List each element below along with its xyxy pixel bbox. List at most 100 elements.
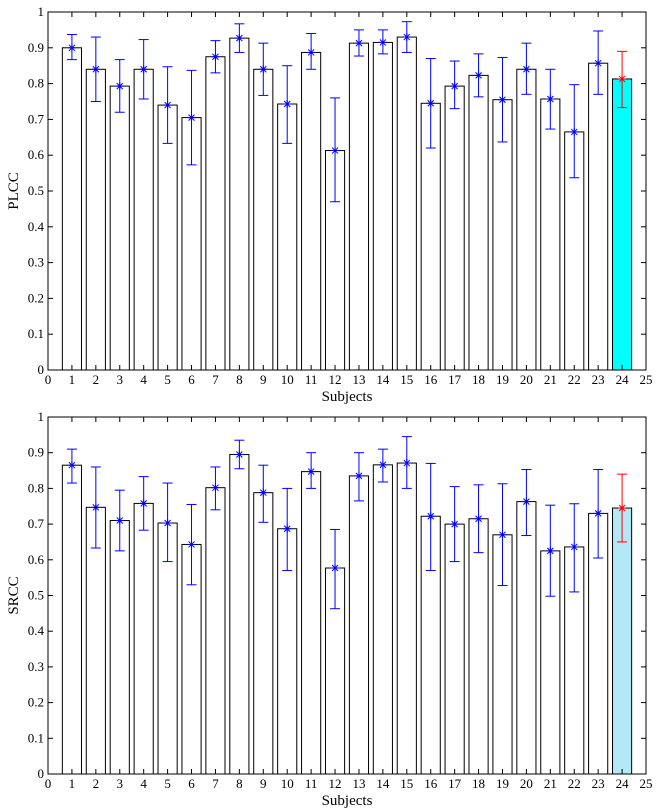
mean-marker	[235, 450, 244, 459]
x-tick-label: 12	[329, 372, 342, 387]
x-tick-label: 6	[188, 776, 195, 791]
mean-marker	[546, 94, 555, 103]
x-tick-label: 1	[69, 372, 76, 387]
y-tick-label: 0	[38, 766, 45, 781]
mean-marker	[378, 38, 387, 47]
x-tick-label: 17	[448, 372, 462, 387]
mean-marker	[618, 74, 627, 83]
y-tick-label: 0.8	[28, 76, 44, 91]
mean-marker	[378, 460, 387, 469]
mean-marker	[91, 65, 100, 74]
bar	[396, 462, 417, 775]
mean-marker	[354, 39, 363, 48]
x-tick-label: 23	[592, 372, 605, 387]
x-tick-label: 16	[424, 372, 438, 387]
bar	[468, 74, 489, 371]
mean-marker	[91, 503, 100, 512]
x-tick-label: 1	[69, 776, 76, 791]
mean-marker	[570, 127, 579, 136]
y-tick-label: 0.4	[28, 623, 45, 638]
x-tick-label: 13	[352, 372, 365, 387]
bar	[229, 453, 250, 775]
mean-marker	[187, 113, 196, 122]
bar	[253, 492, 274, 775]
mean-marker	[331, 564, 340, 573]
x-tick-label: 24	[616, 372, 630, 387]
mean-marker	[67, 461, 76, 470]
mean-marker	[139, 65, 148, 74]
mean-marker	[163, 519, 172, 528]
mean-marker	[450, 520, 459, 529]
bar	[348, 42, 370, 371]
x-tick-label: 5	[164, 372, 171, 387]
mean-marker	[498, 95, 507, 104]
x-tick-label: 25	[640, 776, 653, 791]
y-tick-label: 0.7	[28, 111, 45, 126]
mean-marker	[498, 530, 507, 539]
bar	[612, 507, 633, 775]
mean-marker	[594, 59, 603, 68]
x-tick-label: 18	[472, 776, 485, 791]
x-tick-label: 19	[496, 372, 509, 387]
y-tick-label: 0.8	[28, 480, 44, 495]
x-tick-label: 4	[140, 372, 147, 387]
x-tick-label: 20	[520, 776, 533, 791]
y-tick-label: 0.4	[28, 219, 45, 234]
bar	[109, 520, 130, 775]
bar	[516, 501, 537, 775]
mean-marker	[426, 512, 435, 521]
x-tick-label: 16	[424, 776, 438, 791]
mean-marker	[283, 524, 292, 533]
x-axis-label: Subjects	[322, 793, 373, 809]
mean-marker	[594, 509, 603, 518]
y-tick-label: 0.2	[28, 290, 44, 305]
mean-marker	[139, 499, 148, 508]
y-tick-label: 0.5	[28, 588, 44, 603]
mean-marker	[522, 497, 531, 506]
x-tick-label: 2	[93, 372, 100, 387]
mean-marker	[618, 504, 627, 513]
mean-marker	[402, 33, 411, 42]
x-tick-label: 3	[117, 372, 124, 387]
x-tick-label: 7	[212, 776, 219, 791]
bar	[301, 471, 322, 775]
bar	[372, 41, 393, 371]
x-tick-label: 13	[352, 776, 365, 791]
x-tick-label: 19	[496, 776, 509, 791]
mean-marker	[115, 82, 124, 91]
x-tick-label: 3	[117, 776, 124, 791]
bar	[277, 103, 298, 371]
y-tick-label: 0.3	[28, 659, 44, 674]
bar	[157, 104, 178, 371]
x-tick-label: 12	[329, 776, 342, 791]
bar	[205, 56, 226, 371]
y-tick-label: 1	[38, 409, 45, 424]
x-tick-label: 11	[305, 776, 318, 791]
plcc-chart: 00.10.20.30.40.50.60.70.80.910 1 2 3 4 5 6 7 8 9 1…	[6, 4, 653, 405]
mean-marker	[211, 483, 220, 492]
x-tick-label: 21	[544, 372, 557, 387]
x-tick-label: 22	[568, 776, 581, 791]
x-tick-label: 0	[45, 776, 52, 791]
x-tick-label: 21	[544, 776, 557, 791]
mean-marker	[187, 540, 196, 549]
x-tick-label: 14	[376, 776, 390, 791]
bar	[205, 487, 226, 775]
mean-marker	[570, 542, 579, 551]
mean-marker	[307, 467, 316, 476]
mean-marker	[307, 48, 316, 57]
y-tick-label: 0.3	[28, 255, 44, 270]
y-tick-label: 0.6	[28, 552, 45, 567]
bar	[253, 68, 274, 371]
x-tick-label: 10	[281, 372, 294, 387]
bar	[85, 68, 106, 371]
y-tick-label: 0.2	[28, 695, 44, 710]
mean-marker	[474, 71, 483, 80]
bar	[372, 464, 393, 775]
y-axis-label: SRCC	[6, 576, 22, 614]
x-tick-label: 0	[45, 372, 52, 387]
y-tick-label: 0.9	[28, 40, 44, 55]
bar	[588, 62, 609, 371]
x-tick-label: 6	[188, 372, 195, 387]
